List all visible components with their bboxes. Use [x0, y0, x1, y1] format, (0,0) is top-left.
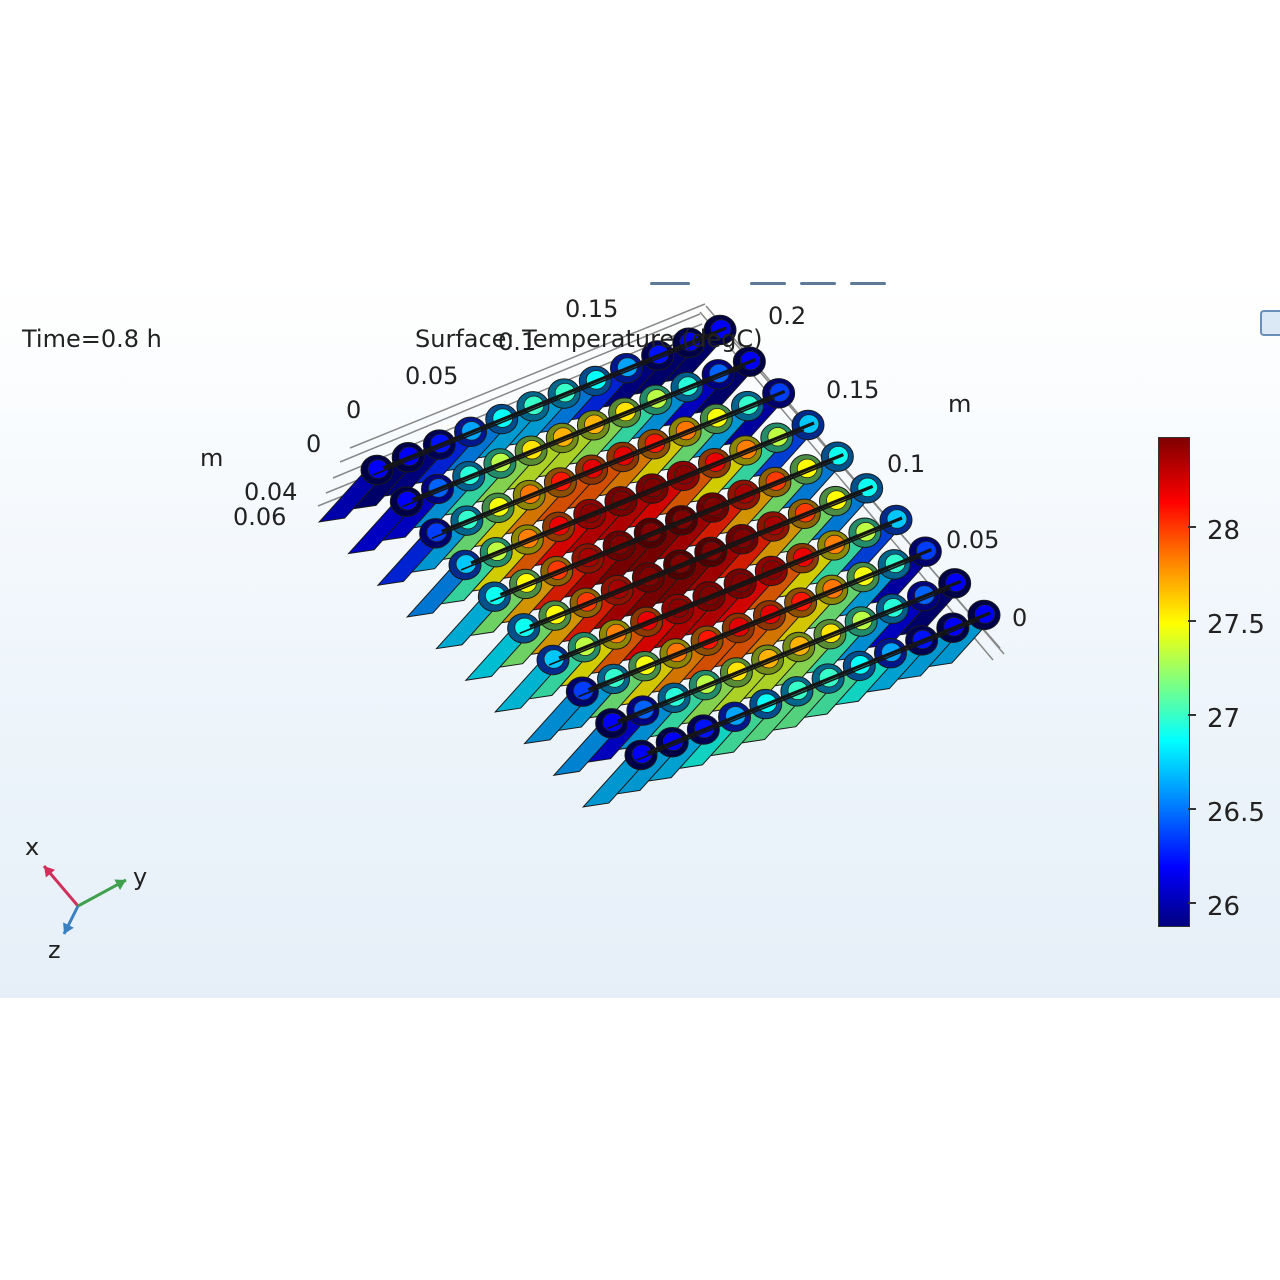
- colorbar-label-26.5: 26.5: [1207, 798, 1265, 828]
- battery-cell: [493, 644, 570, 713]
- busbar-edge: [402, 365, 746, 508]
- x-tick-0.15: 0.15: [565, 295, 619, 323]
- busbar-edge: [519, 492, 863, 635]
- busbar: [441, 389, 786, 533]
- triad-y-arrow-head: [114, 879, 126, 891]
- triad-z-arrow-head: [63, 922, 74, 934]
- cell-cap: [397, 490, 418, 511]
- y-tick-0.05: 0.05: [946, 526, 1000, 554]
- busbar: [382, 326, 727, 470]
- battery-cell: [317, 454, 394, 523]
- cell-cap: [543, 649, 565, 669]
- busbar-edge: [548, 524, 893, 666]
- battery-cell: [376, 518, 453, 586]
- triad-x-label: x: [25, 833, 40, 861]
- colorbar-tick: [1188, 808, 1196, 810]
- cell-cap: [367, 459, 389, 479]
- busbar: [617, 579, 962, 723]
- view-settings-button[interactable]: [1260, 310, 1280, 336]
- colorbar-tick: [1188, 902, 1196, 904]
- cell-cap: [426, 522, 447, 543]
- busbar-edge: [460, 429, 805, 571]
- triad-z-label: z: [48, 936, 61, 964]
- toolbar-fragment: [650, 282, 890, 288]
- graphics-viewport[interactable]: Time=0.8 h Surface: Temperature (degC) 0…: [0, 282, 1280, 998]
- colorbar-label-26: 26: [1207, 892, 1241, 922]
- busbar-edge: [636, 619, 981, 761]
- busbar: [411, 358, 756, 502]
- busbar-edge: [578, 555, 922, 698]
- x-tick-0.2: 0.2: [768, 302, 807, 330]
- busbar-edge: [607, 587, 951, 730]
- battery-cell: [347, 486, 423, 555]
- busbar-edge: [490, 460, 834, 603]
- x-tick-0: 0: [346, 396, 362, 424]
- cell-cap: [485, 585, 506, 606]
- y-tick-0: 0: [1012, 604, 1028, 632]
- busbar: [646, 611, 991, 755]
- colorbar-tick: [1188, 714, 1196, 716]
- cell-cap: [631, 744, 653, 764]
- x-tick-overlap: 0.1: [498, 328, 537, 356]
- battery-cell: [581, 739, 658, 808]
- y-tick-0.1: 0.1: [887, 450, 926, 478]
- battery-cell: [464, 613, 541, 681]
- time-label: Time=0.8 h: [22, 325, 162, 353]
- battery-cell: [552, 708, 629, 776]
- busbar: [470, 421, 815, 565]
- busbar-lines: [372, 326, 991, 761]
- colorbar-tick: [1188, 526, 1196, 528]
- colorbar-label-27: 27: [1207, 704, 1241, 734]
- busbar-edge: [431, 397, 775, 540]
- triad-y-label: y: [133, 863, 148, 891]
- z-axis-unit: m: [200, 444, 224, 472]
- colorbar-label-27.5: 27.5: [1207, 610, 1265, 640]
- cell-cap: [602, 712, 623, 733]
- battery-cell: [435, 581, 511, 650]
- grid-line: [339, 313, 701, 463]
- z-tick-0.04: 0.04: [244, 478, 298, 506]
- busbar-edge: [372, 334, 717, 476]
- temperature-colorbar: [1158, 437, 1190, 927]
- z-tick-0: 0: [306, 430, 322, 458]
- x-tick-0.05: 0.05: [405, 362, 459, 390]
- battery-cell: [405, 549, 482, 618]
- axis-triad: [42, 865, 127, 935]
- colorbar-tick: [1188, 620, 1196, 622]
- cell-cap: [514, 617, 535, 638]
- battery-pack-3d-plot: [42, 303, 1005, 935]
- plot-title: Surface: Temperature (degC): [415, 325, 763, 353]
- z-tick-0.06: 0.06: [233, 503, 287, 531]
- grid-line: [349, 303, 706, 449]
- cell-cap: [573, 680, 594, 701]
- y-tick-0.15: 0.15: [826, 376, 880, 404]
- triad-x-arrow-head: [44, 866, 56, 878]
- cell-cap: [455, 554, 477, 574]
- colorbar-label-28: 28: [1207, 516, 1241, 546]
- busbar: [529, 484, 874, 628]
- busbar: [587, 548, 932, 692]
- y-axis-unit: m: [948, 390, 972, 418]
- busbar: [499, 453, 844, 597]
- busbar: [558, 516, 903, 660]
